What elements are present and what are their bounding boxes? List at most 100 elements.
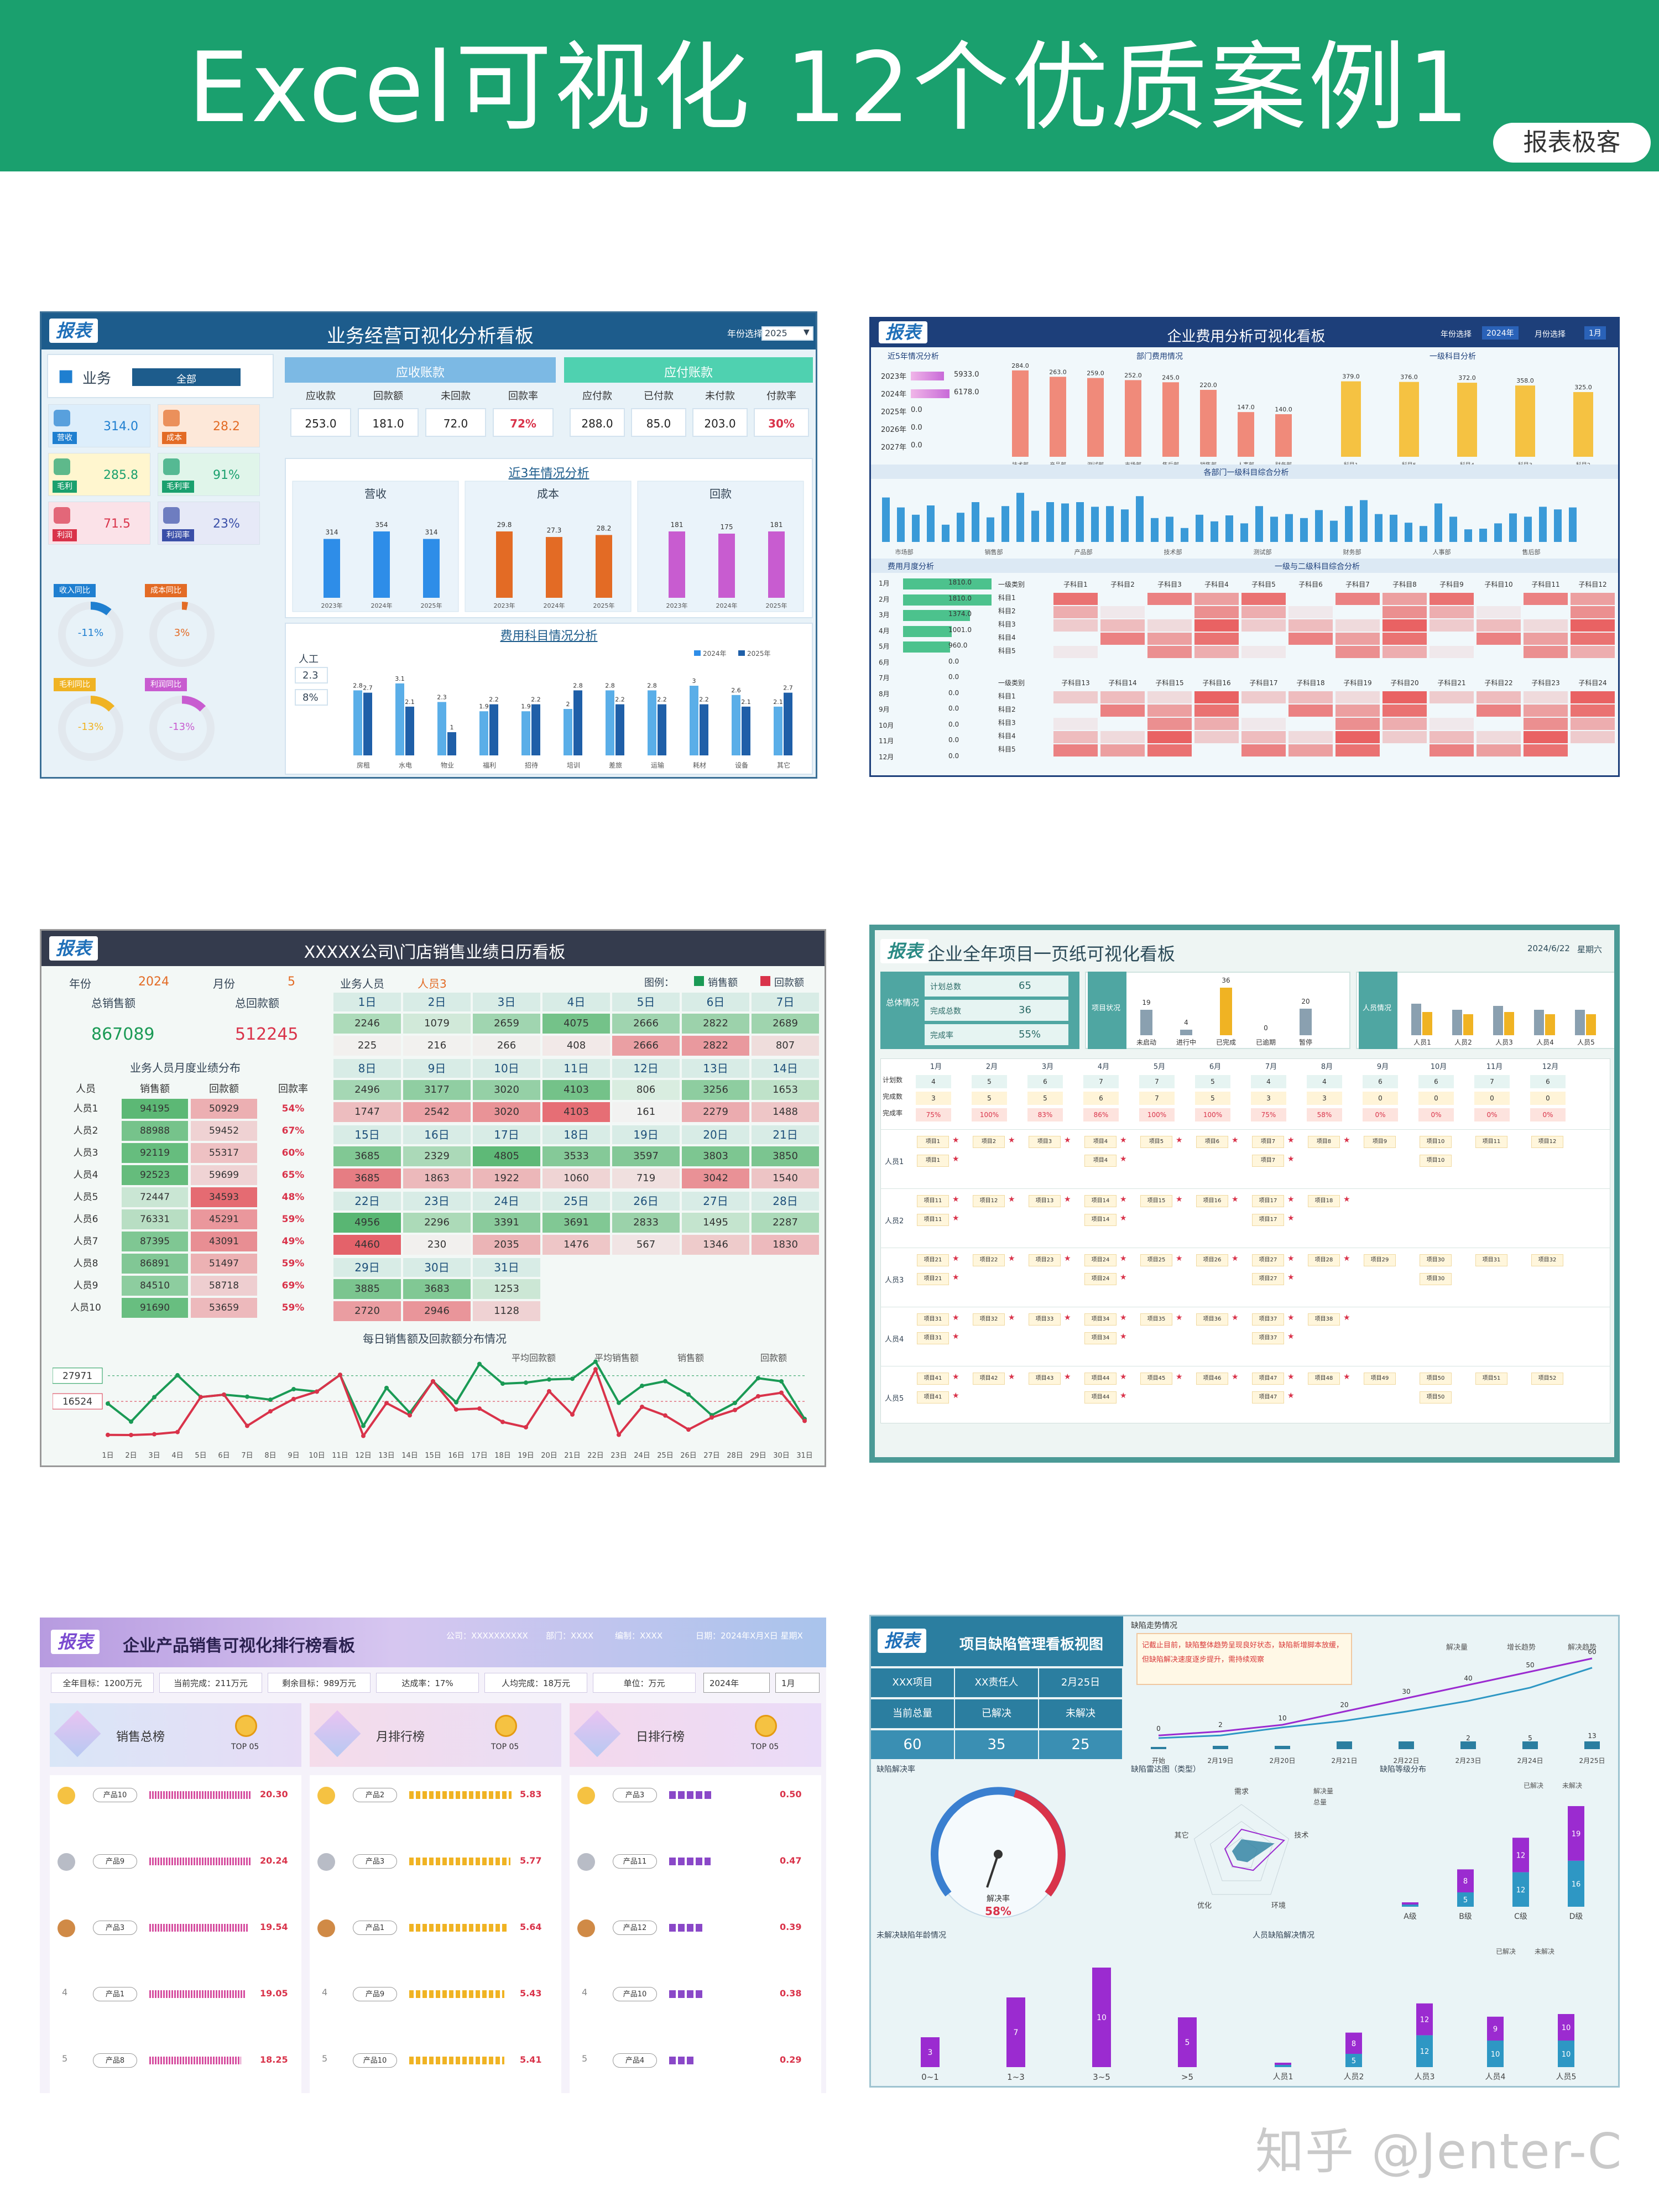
heat-cell xyxy=(1524,744,1568,757)
heat-row-label: 科目4 xyxy=(998,634,1016,641)
section-dept: 部门费用情况 xyxy=(1136,352,1183,361)
filter-chip[interactable]: 剩余目标：989万元 xyxy=(268,1673,371,1693)
bar-open-label: 19 xyxy=(1572,1830,1581,1838)
year-select-value: 2025 xyxy=(765,328,787,338)
kpi-icon xyxy=(163,458,180,475)
heat-row-label: 科目2 xyxy=(998,706,1016,713)
age-x-label: >5 xyxy=(1181,2072,1193,2082)
dept-chart: 284.0技术部263.0产品部259.0测试部252.0市场部245.0售后部… xyxy=(1011,363,1292,468)
legend-swatch-sales xyxy=(694,976,704,986)
heat-col-head: 子科目8 xyxy=(1392,581,1417,588)
cost-bar-label: 2.3 xyxy=(437,693,447,701)
combined-bar xyxy=(972,502,979,542)
arap-value: 181.0 xyxy=(358,408,419,437)
bar-solved-label: 5 xyxy=(1463,1896,1468,1905)
grid-cell: 7 xyxy=(1083,1075,1119,1088)
age-x-label: 0~1 xyxy=(921,2072,939,2082)
filter-chip[interactable]: 达成率：17% xyxy=(376,1673,479,1693)
year-select[interactable]: 2024年 xyxy=(703,1673,770,1693)
trend-x-label: 2月25日 xyxy=(1579,1757,1605,1765)
heat-cell xyxy=(1430,646,1474,658)
grid-cell: 86% xyxy=(1083,1108,1119,1121)
level1-bar-label: 372.0 xyxy=(1458,374,1476,382)
return-point xyxy=(524,1425,528,1430)
sales-point xyxy=(570,1376,575,1381)
product-pill: 产品11 xyxy=(613,1854,657,1869)
arap-value: 85.0 xyxy=(631,408,686,437)
heat-col-head: 子科目4 xyxy=(1204,581,1229,588)
rank-value: 18.25 xyxy=(260,2054,288,2065)
project-tag: 项目45 xyxy=(1140,1373,1172,1385)
cost-bar-2024 xyxy=(479,711,488,755)
project-tag: 项目31 xyxy=(917,1332,949,1344)
month-label: 3月 xyxy=(879,611,890,619)
person-name: 人员4 xyxy=(73,1170,98,1181)
heat-cell xyxy=(1288,744,1333,757)
person-bar-total xyxy=(1411,1004,1421,1035)
year-value[interactable]: 2024 xyxy=(138,975,169,989)
star-icon: ★ xyxy=(1008,1313,1015,1322)
project-tag: 项目5 xyxy=(1140,1136,1172,1148)
project-tag: 项目25 xyxy=(1140,1254,1172,1266)
heat-cell xyxy=(1053,646,1098,658)
combined-bar xyxy=(1181,528,1188,542)
sales-cell: 92523 xyxy=(122,1165,188,1185)
person-label: 业务人员 xyxy=(340,977,384,990)
bar-open xyxy=(1345,2032,1362,2054)
heat-row-label: 科目5 xyxy=(998,745,1016,753)
brand-badge[interactable]: 报表极客 xyxy=(1493,123,1651,163)
filter-chip[interactable]: 单位：万元 xyxy=(593,1673,696,1693)
arap-head: 未付款 xyxy=(705,390,735,402)
project-tag: 项目47 xyxy=(1252,1391,1284,1404)
day-tick: 19日 xyxy=(518,1452,534,1460)
person-title: 人员缺陷解决情况 xyxy=(1253,1931,1314,1940)
product-pill: 产品9 xyxy=(93,1854,137,1869)
heat-row-label: 科目3 xyxy=(998,620,1016,628)
month-select[interactable]: 1月 xyxy=(1584,326,1606,340)
month-select[interactable]: 1月 xyxy=(775,1673,820,1693)
grid-cell: 6 xyxy=(1363,1075,1398,1088)
return-cell: 58718 xyxy=(191,1276,257,1296)
filter-chip[interactable]: 人均完成：18万元 xyxy=(484,1673,587,1693)
dept-bar-label: 252.0 xyxy=(1124,372,1142,379)
heat-col-head: 子科目11 xyxy=(1531,581,1560,588)
combined-bar xyxy=(1255,506,1263,542)
company-label: 公司：XXXXXXXXXX xyxy=(446,1631,528,1641)
calendar-day: 14日 xyxy=(752,1059,819,1078)
heat-col-head: 子科目22 xyxy=(1484,679,1513,687)
month-select-label: 月份选择 xyxy=(1535,330,1566,339)
bar-open xyxy=(1275,2063,1291,2065)
month-label: 11月 xyxy=(879,737,894,745)
cost-x-label: 培训 xyxy=(567,761,580,769)
filter-chip[interactable]: 当前完成：211万元 xyxy=(159,1673,262,1693)
heat-cell xyxy=(1100,731,1145,743)
heat-cell xyxy=(1571,646,1615,658)
year-select[interactable]: 2024年 xyxy=(1482,326,1519,340)
project-tag: 项目46 xyxy=(1196,1373,1228,1385)
year-select[interactable]: 2025 ▼ xyxy=(761,326,813,341)
cost-bar-label: 2.6 xyxy=(731,687,741,694)
combined-bar xyxy=(1360,500,1368,542)
combined-group-label: 技术部 xyxy=(1164,548,1182,556)
filter-chip[interactable]: 全年目标：1200万元 xyxy=(51,1673,154,1693)
cost-bar-label: 2.8 xyxy=(353,682,363,689)
sales-point xyxy=(779,1379,784,1384)
heat-cell xyxy=(1524,718,1568,730)
status-bar-value: 4 xyxy=(1184,1019,1188,1027)
month-value[interactable]: 5 xyxy=(288,975,295,989)
date-label: 2024/6/22 xyxy=(1527,943,1570,953)
business-select[interactable]: 全部 xyxy=(131,367,242,387)
star-icon: ★ xyxy=(1120,1373,1127,1381)
person-value[interactable]: 人员3 xyxy=(418,977,447,990)
arap-head: 应收款 xyxy=(306,390,336,402)
calendar-day: 24日 xyxy=(473,1192,540,1211)
year-label: 2024年 xyxy=(881,390,907,399)
heat-row-label: 科目1 xyxy=(998,692,1016,700)
calendar-day: 11日 xyxy=(542,1059,610,1078)
calendar-sales: 3391 xyxy=(473,1213,540,1233)
cost-bar-2025 xyxy=(489,704,498,755)
heat-cell xyxy=(1571,744,1615,757)
year-label: 2023年 xyxy=(881,373,907,381)
project-tag: 项目17 xyxy=(1252,1214,1284,1226)
